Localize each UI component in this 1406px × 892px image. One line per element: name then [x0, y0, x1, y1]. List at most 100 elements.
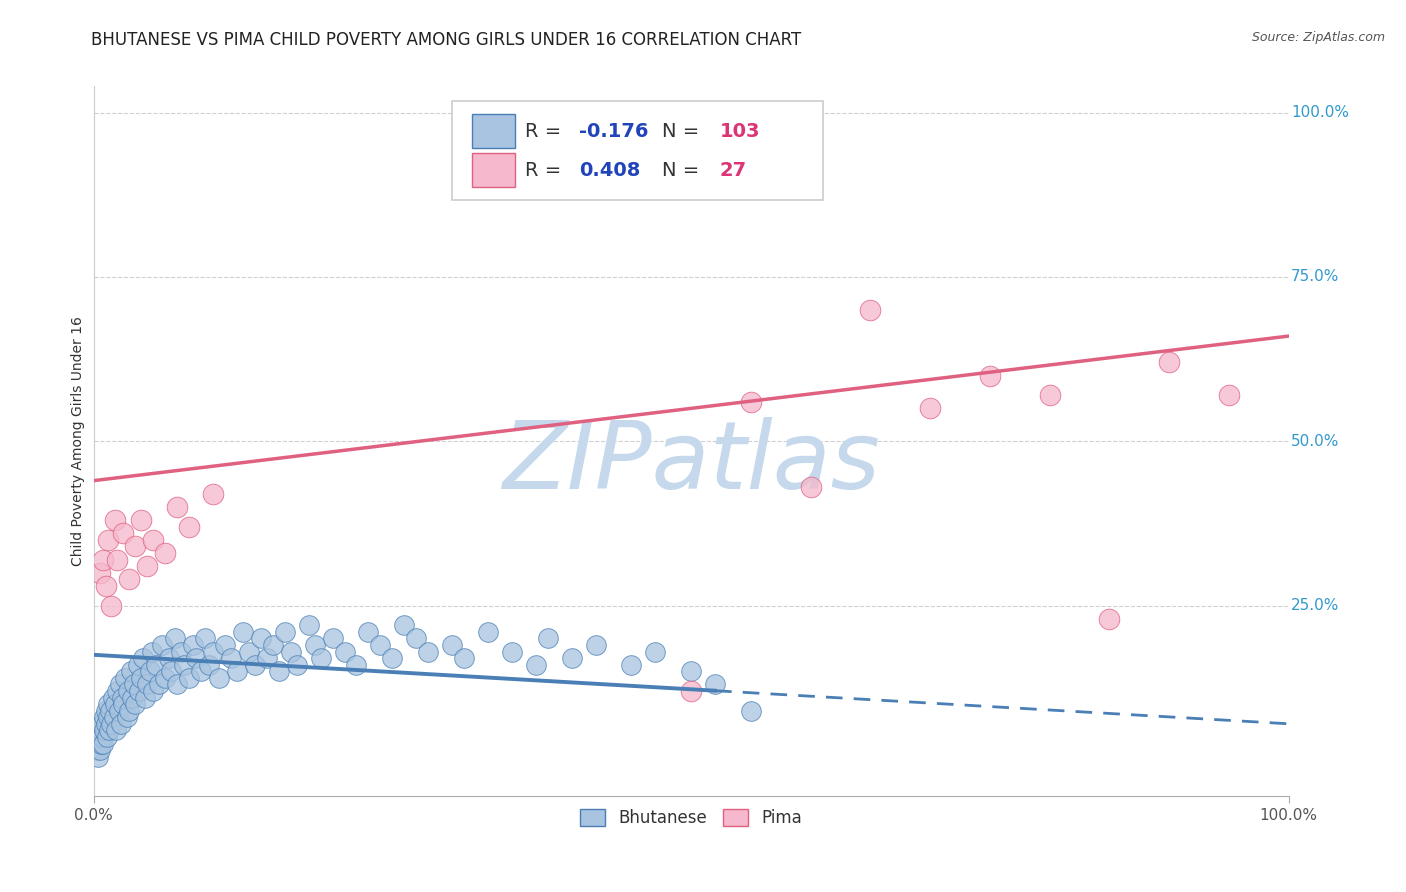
Point	[114, 671, 136, 685]
Point	[256, 651, 278, 665]
Point	[94, 716, 117, 731]
Point	[800, 480, 823, 494]
Point	[122, 677, 145, 691]
Point	[89, 566, 111, 580]
Text: 103: 103	[720, 121, 761, 141]
Point	[96, 730, 118, 744]
Point	[681, 684, 703, 698]
FancyBboxPatch shape	[472, 113, 516, 148]
Point	[84, 737, 107, 751]
Point	[477, 624, 499, 639]
Point	[90, 737, 112, 751]
Point	[94, 579, 117, 593]
Point	[136, 559, 159, 574]
Point	[91, 730, 114, 744]
Point	[124, 697, 146, 711]
Point	[91, 737, 114, 751]
Point	[267, 664, 290, 678]
Point	[186, 651, 208, 665]
Point	[94, 704, 117, 718]
Point	[309, 651, 332, 665]
Point	[1159, 355, 1181, 369]
Point	[136, 677, 159, 691]
Point	[920, 401, 942, 416]
Point	[179, 671, 201, 685]
Point	[131, 513, 153, 527]
Point	[1039, 388, 1062, 402]
Point	[226, 664, 249, 678]
Point	[148, 677, 170, 691]
Point	[190, 664, 212, 678]
Text: 27: 27	[720, 161, 747, 179]
Point	[100, 716, 122, 731]
Point	[89, 730, 111, 744]
Point	[173, 657, 195, 672]
Point	[238, 644, 260, 658]
Point	[346, 657, 368, 672]
Point	[87, 749, 110, 764]
Point	[101, 690, 124, 705]
Point	[405, 632, 427, 646]
Point	[118, 704, 141, 718]
Point	[232, 624, 254, 639]
Point	[441, 638, 464, 652]
Point	[155, 671, 177, 685]
Point	[115, 710, 138, 724]
Point	[704, 677, 727, 691]
Point	[121, 690, 143, 705]
Point	[181, 638, 204, 652]
Point	[108, 677, 131, 691]
Point	[280, 644, 302, 658]
Point	[859, 302, 882, 317]
Text: BHUTANESE VS PIMA CHILD POVERTY AMONG GIRLS UNDER 16 CORRELATION CHART: BHUTANESE VS PIMA CHILD POVERTY AMONG GI…	[91, 31, 801, 49]
Text: ZIPatlas: ZIPatlas	[502, 417, 880, 508]
Point	[219, 651, 242, 665]
Point	[537, 632, 560, 646]
Point	[93, 710, 115, 724]
Point	[97, 533, 120, 547]
Text: 50.0%: 50.0%	[1291, 434, 1340, 449]
Point	[418, 644, 440, 658]
Text: N =: N =	[662, 121, 706, 141]
Point	[322, 632, 344, 646]
Point	[103, 710, 125, 724]
Point	[112, 697, 135, 711]
Point	[155, 546, 177, 560]
Point	[298, 618, 321, 632]
Point	[98, 723, 121, 738]
Point	[90, 723, 112, 738]
Y-axis label: Child Poverty Among Girls Under 16: Child Poverty Among Girls Under 16	[72, 317, 86, 566]
Point	[304, 638, 326, 652]
Point	[98, 704, 121, 718]
Point	[740, 704, 762, 718]
Point	[118, 572, 141, 586]
Point	[561, 651, 583, 665]
Point	[370, 638, 392, 652]
Point	[142, 533, 165, 547]
Point	[160, 664, 183, 678]
Point	[524, 657, 547, 672]
Point	[202, 487, 225, 501]
Point	[86, 743, 108, 757]
FancyBboxPatch shape	[472, 153, 516, 187]
Point	[394, 618, 416, 632]
Point	[124, 540, 146, 554]
Point	[131, 671, 153, 685]
Point	[117, 684, 139, 698]
Point	[357, 624, 380, 639]
Point	[120, 664, 142, 678]
Text: R =: R =	[524, 161, 568, 179]
Point	[100, 599, 122, 613]
Point	[333, 644, 356, 658]
Point	[131, 651, 153, 665]
Point	[107, 704, 129, 718]
Point	[166, 677, 188, 691]
Point	[134, 690, 156, 705]
Point	[1218, 388, 1240, 402]
Point	[740, 394, 762, 409]
Point	[93, 723, 115, 738]
Point	[681, 664, 703, 678]
Text: 75.0%: 75.0%	[1291, 269, 1340, 285]
Point	[214, 638, 236, 652]
Point	[104, 697, 127, 711]
